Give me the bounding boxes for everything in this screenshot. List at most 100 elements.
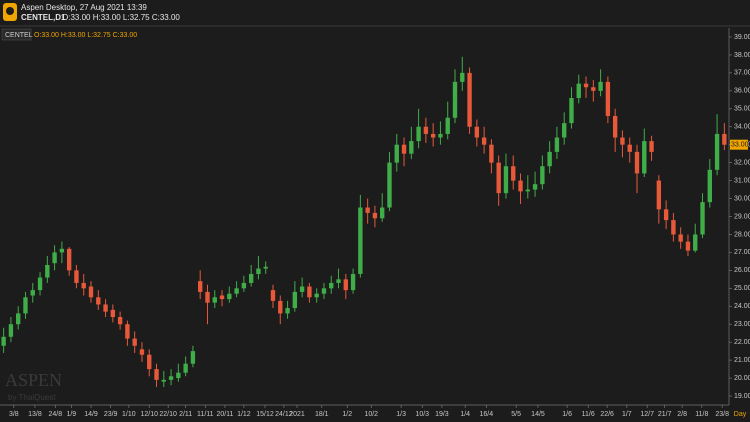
y-tick-label: 30.00 [734, 195, 750, 202]
candle-body [248, 273, 254, 283]
candle-body [394, 144, 399, 163]
candle-body [299, 286, 305, 292]
candle-body [358, 207, 363, 274]
candle-body [52, 252, 57, 264]
x-tick-label: 10/3 [415, 411, 429, 418]
candle-body [700, 202, 705, 235]
candle-body [110, 309, 116, 318]
candle-body [525, 189, 530, 192]
x-tick-label: 2/11 [179, 411, 192, 418]
candle-body [576, 83, 581, 99]
candle-body [562, 123, 567, 138]
y-tick-label: 20.00 [734, 375, 750, 382]
x-tick-label: 15/12 [256, 411, 274, 418]
x-tick-label: 24/8 [49, 411, 63, 418]
candle-body [161, 379, 166, 382]
y-tick-label: 35.00 [734, 106, 750, 113]
candle-body [496, 162, 501, 194]
x-tick-label: 2/8 [677, 411, 687, 418]
candle-body [117, 317, 123, 325]
candle-body [263, 266, 268, 269]
x-tick-label: 10/2 [364, 411, 378, 418]
candle-body [583, 83, 589, 88]
candle-body [256, 268, 261, 274]
y-tick-label: 26.00 [734, 267, 750, 274]
candle-body [30, 290, 35, 296]
candle-body [511, 166, 516, 181]
candle-body [707, 169, 712, 203]
header-ohlc: O:33.00 H:33.00 L:32.75 C:33.00 [62, 13, 180, 22]
y-tick-label: 31.00 [734, 177, 750, 184]
y-tick-label: 34.00 [734, 124, 750, 131]
x-tick-label: 21/7 [658, 411, 672, 418]
candle-body [285, 308, 290, 314]
candle-body [452, 81, 458, 118]
candle-body [642, 141, 647, 174]
candle-body [168, 376, 174, 380]
candle-body [198, 281, 203, 292]
x-tick-label: 1/10 [122, 411, 136, 418]
x-tick-label: 16/4 [479, 411, 493, 418]
candle-body [671, 220, 676, 235]
candle-body [663, 209, 669, 221]
candle-body [227, 293, 232, 300]
candle-body [1, 336, 6, 346]
x-tick-label: 11/11 [197, 411, 214, 418]
x-tick-label: 1/9 [66, 411, 76, 418]
candle-body [503, 166, 509, 194]
y-tick-label: 29.00 [734, 213, 750, 220]
watermark-sub: by ThaiQuest [8, 393, 56, 402]
y-tick-label: 38.00 [734, 52, 750, 59]
candle-body [336, 279, 341, 283]
app-icon-glyph [6, 7, 14, 15]
x-tick-label: 1/12 [237, 411, 251, 418]
candle-body [460, 72, 465, 82]
candle-body [365, 207, 370, 213]
y-tick-label: 23.00 [734, 321, 750, 328]
candle-body [678, 234, 683, 242]
x-tick-label: 11/6 [582, 411, 595, 418]
candle-body [292, 291, 298, 309]
x-tick-label: 5/5 [511, 411, 521, 418]
x-tick-label: 22/6 [600, 411, 614, 418]
candle-body [438, 133, 443, 138]
candle-body [445, 117, 450, 134]
candle-body [190, 351, 196, 364]
current-price-box [730, 139, 748, 150]
candle-body [540, 166, 545, 185]
candle-body [278, 300, 283, 314]
candle-body [241, 282, 247, 289]
candle-body [45, 264, 50, 278]
y-tick-label: 28.00 [734, 231, 750, 238]
x-tick-label: 2021 [289, 411, 305, 418]
candle-body [401, 144, 407, 154]
period-label: Day [734, 411, 747, 418]
candle-body [423, 126, 429, 134]
candle-body [532, 184, 538, 190]
candle-body [714, 133, 720, 170]
candle-body [314, 293, 319, 298]
y-tick-label: 25.00 [734, 285, 750, 292]
x-tick-label: 18/1 [315, 411, 329, 418]
y-tick-label: 27.00 [734, 249, 750, 256]
y-tick-label: 24.00 [734, 303, 750, 310]
x-tick-label: 1/7 [622, 411, 632, 418]
x-tick-label: 1/2 [342, 411, 352, 418]
x-tick-label: 12/10 [140, 411, 158, 418]
x-tick-label: 22/10 [159, 411, 177, 418]
x-tick-label: 20/11 [216, 411, 233, 418]
y-tick-label: 21.00 [734, 357, 750, 364]
candle-body [598, 81, 603, 91]
candle-body [722, 133, 727, 145]
candle-body [343, 279, 348, 291]
candle-body [176, 372, 181, 379]
candle-body [183, 363, 188, 373]
candle-body [634, 151, 640, 174]
candle-body [103, 304, 108, 312]
candle-body [627, 144, 632, 152]
candle-body [96, 297, 101, 305]
current-price-label: 33.00 [731, 142, 749, 149]
watermark: ASPEN [5, 370, 62, 390]
candle-body [474, 126, 480, 138]
